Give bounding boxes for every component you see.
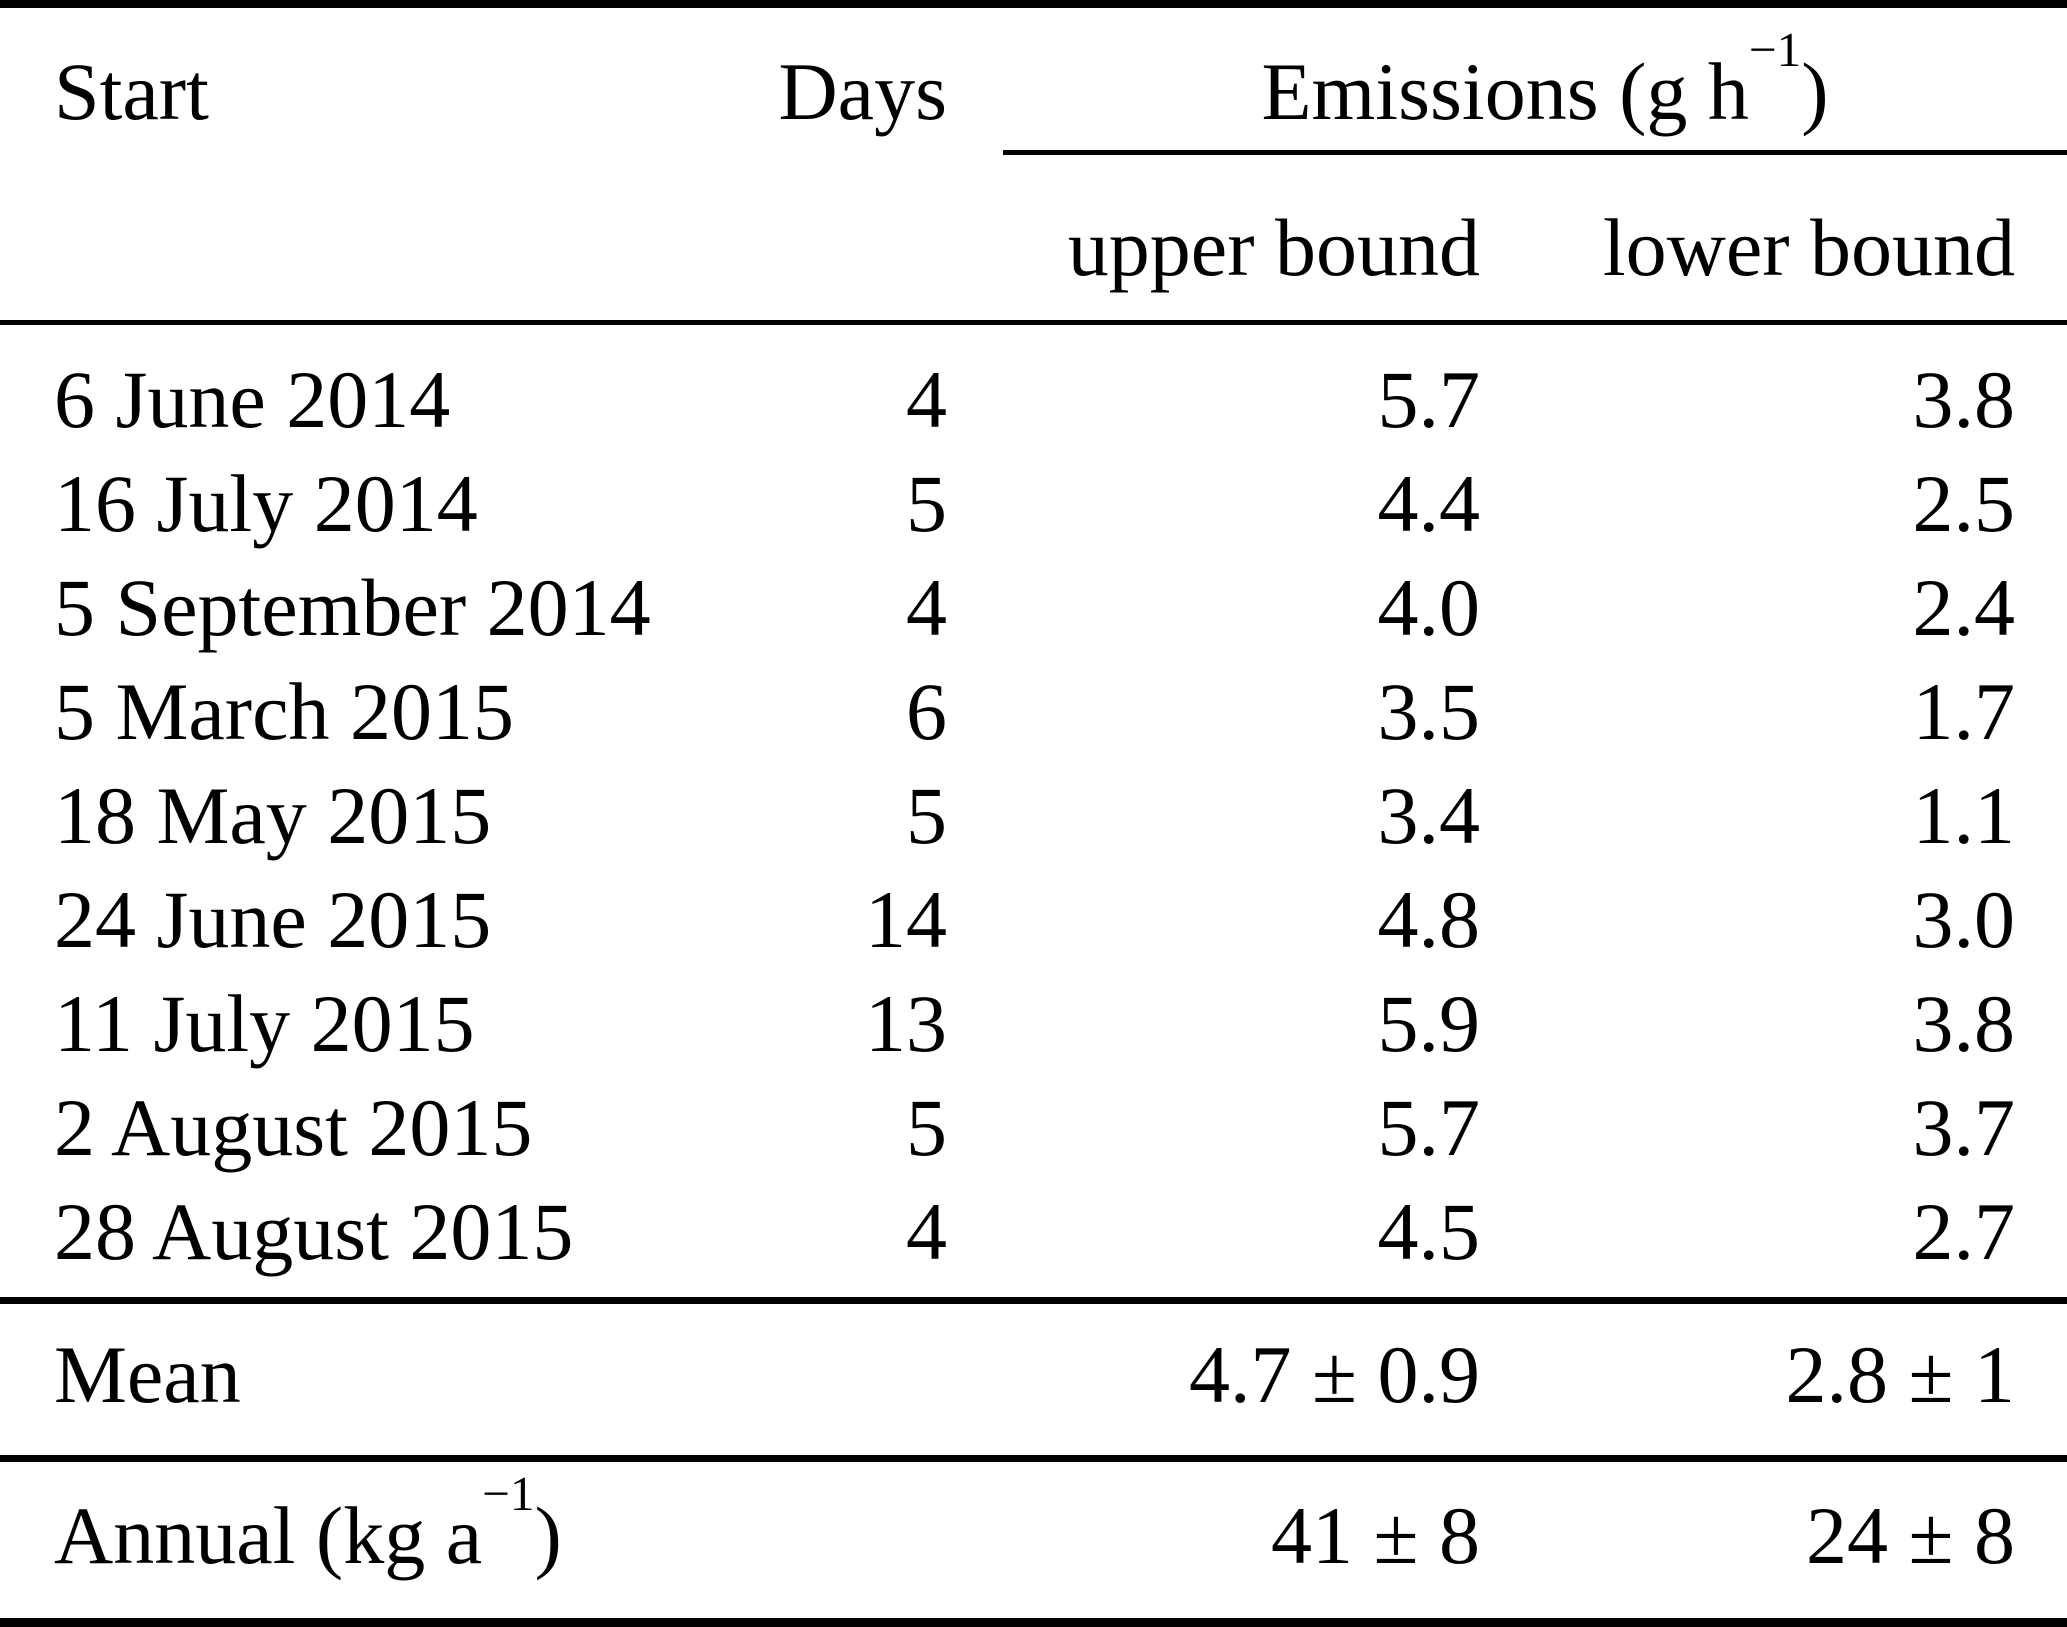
cell-upper-bound: 5.9 [1377, 978, 1481, 1069]
top-rule [0, 0, 2067, 8]
cell-start-date: 5 September 2014 [54, 562, 651, 653]
table-row: 6 June 2014 4 5.7 3.8 [0, 315, 2067, 452]
table-row: 5 September 2014 4 4.0 2.4 [0, 556, 2067, 660]
cell-upper-bound: 4.4 [1377, 458, 1481, 549]
mean-lower-bound: 2.8 ± 1 [1785, 1329, 2016, 1420]
col-header-days: Days [778, 46, 947, 137]
table-row: 16 July 2014 5 4.4 2.5 [0, 452, 2067, 556]
mean-row: Mean 4.7 ± 0.9 2.8 ± 1 [0, 1284, 2067, 1466]
header-row-bounds: upper bound lower bound [0, 150, 2067, 315]
cell-start-date: 11 July 2015 [54, 978, 475, 1069]
empty-header-cell-start [0, 150, 720, 315]
subheader-rule [0, 320, 2067, 325]
annual-label-close-paren: ) [534, 1490, 562, 1581]
table-row: 18 May 2015 5 3.4 1.1 [0, 764, 2067, 868]
col-header-upper-bound: upper bound [1067, 202, 1480, 293]
cell-days: 6 [906, 666, 947, 757]
cell-upper-bound: 5.7 [1377, 1082, 1481, 1173]
mean-upper-bound: 4.7 ± 0.9 [1188, 1329, 1480, 1420]
cell-lower-bound: 3.8 [1912, 354, 2016, 445]
cell-days: 5 [906, 458, 947, 549]
cell-lower-bound: 2.5 [1912, 458, 2016, 549]
cell-start-date: 5 March 2015 [54, 666, 515, 757]
cell-start-date: 24 June 2015 [54, 874, 492, 965]
bottom-rule [0, 1618, 2067, 1627]
cell-days: 4 [906, 562, 947, 653]
table-row: 2 August 2015 5 5.7 3.7 [0, 1076, 2067, 1180]
cell-lower-bound: 3.7 [1912, 1082, 2016, 1173]
emissions-unit-exponent: −1 [1748, 22, 1802, 78]
header-row-groups: Start Days Emissions (g h−1) [0, 0, 2067, 150]
emissions-header-close-paren: ) [1801, 46, 1829, 137]
cell-lower-bound: 3.0 [1912, 874, 2016, 965]
mean-separator-rule [0, 1297, 2067, 1304]
table-summary: Mean 4.7 ± 0.9 2.8 ± 1 Annual (kg a−1) 4… [0, 1284, 2067, 1606]
emissions-group-rule [1003, 150, 2067, 155]
cell-days: 14 [865, 874, 947, 965]
emissions-header-text: Emissions (g h [1261, 46, 1749, 137]
cell-upper-bound: 4.0 [1377, 562, 1481, 653]
cell-lower-bound: 1.1 [1912, 770, 2016, 861]
cell-lower-bound: 1.7 [1912, 666, 2016, 757]
cell-start-date: 16 July 2014 [54, 458, 478, 549]
table-row: 24 June 2015 14 4.8 3.0 [0, 868, 2067, 972]
cell-days: 5 [906, 770, 947, 861]
col-header-lower-bound: lower bound [1602, 202, 2016, 293]
col-header-emissions-group: Emissions (g h−1) [947, 0, 2067, 150]
cell-lower-bound: 2.4 [1912, 562, 2016, 653]
annual-label-text: Annual (kg a [54, 1490, 483, 1581]
annual-unit-exponent: −1 [482, 1466, 535, 1522]
table-body: 6 June 2014 4 5.7 3.8 16 July 2014 5 4.4… [0, 315, 2067, 1284]
cell-upper-bound: 5.7 [1377, 354, 1481, 445]
annual-label: Annual (kg a−1) [0, 1466, 947, 1606]
annual-separator-rule [0, 1455, 2067, 1462]
cell-days: 13 [865, 978, 947, 1069]
cell-lower-bound: 3.8 [1912, 978, 2016, 1069]
cell-upper-bound: 3.4 [1377, 770, 1481, 861]
cell-upper-bound: 4.8 [1377, 874, 1481, 965]
cell-days: 4 [906, 354, 947, 445]
annual-row: Annual (kg a−1) 41 ± 8 24 ± 8 [0, 1466, 2067, 1606]
table-header: Start Days Emissions (g h−1) upper bound… [0, 0, 2067, 315]
annual-upper-bound: 41 ± 8 [1270, 1490, 1480, 1581]
cell-upper-bound: 3.5 [1377, 666, 1481, 757]
table-row: 28 August 2015 4 4.5 2.7 [0, 1180, 2067, 1284]
table-row: 11 July 2015 13 5.9 3.8 [0, 972, 2067, 1076]
cell-days: 5 [906, 1082, 947, 1173]
cell-start-date: 2 August 2015 [54, 1082, 533, 1173]
annual-lower-bound: 24 ± 8 [1806, 1490, 2016, 1581]
cell-upper-bound: 4.5 [1377, 1186, 1481, 1277]
cell-start-date: 28 August 2015 [54, 1186, 574, 1277]
empty-header-cell-days [720, 150, 947, 315]
cell-days: 4 [906, 1186, 947, 1277]
cell-lower-bound: 2.7 [1912, 1186, 2016, 1277]
cell-start-date: 18 May 2015 [54, 770, 492, 861]
mean-label: Mean [54, 1329, 241, 1420]
cell-start-date: 6 June 2014 [54, 354, 451, 445]
table-row: 5 March 2015 6 3.5 1.7 [0, 660, 2067, 764]
col-header-start: Start [54, 46, 209, 137]
